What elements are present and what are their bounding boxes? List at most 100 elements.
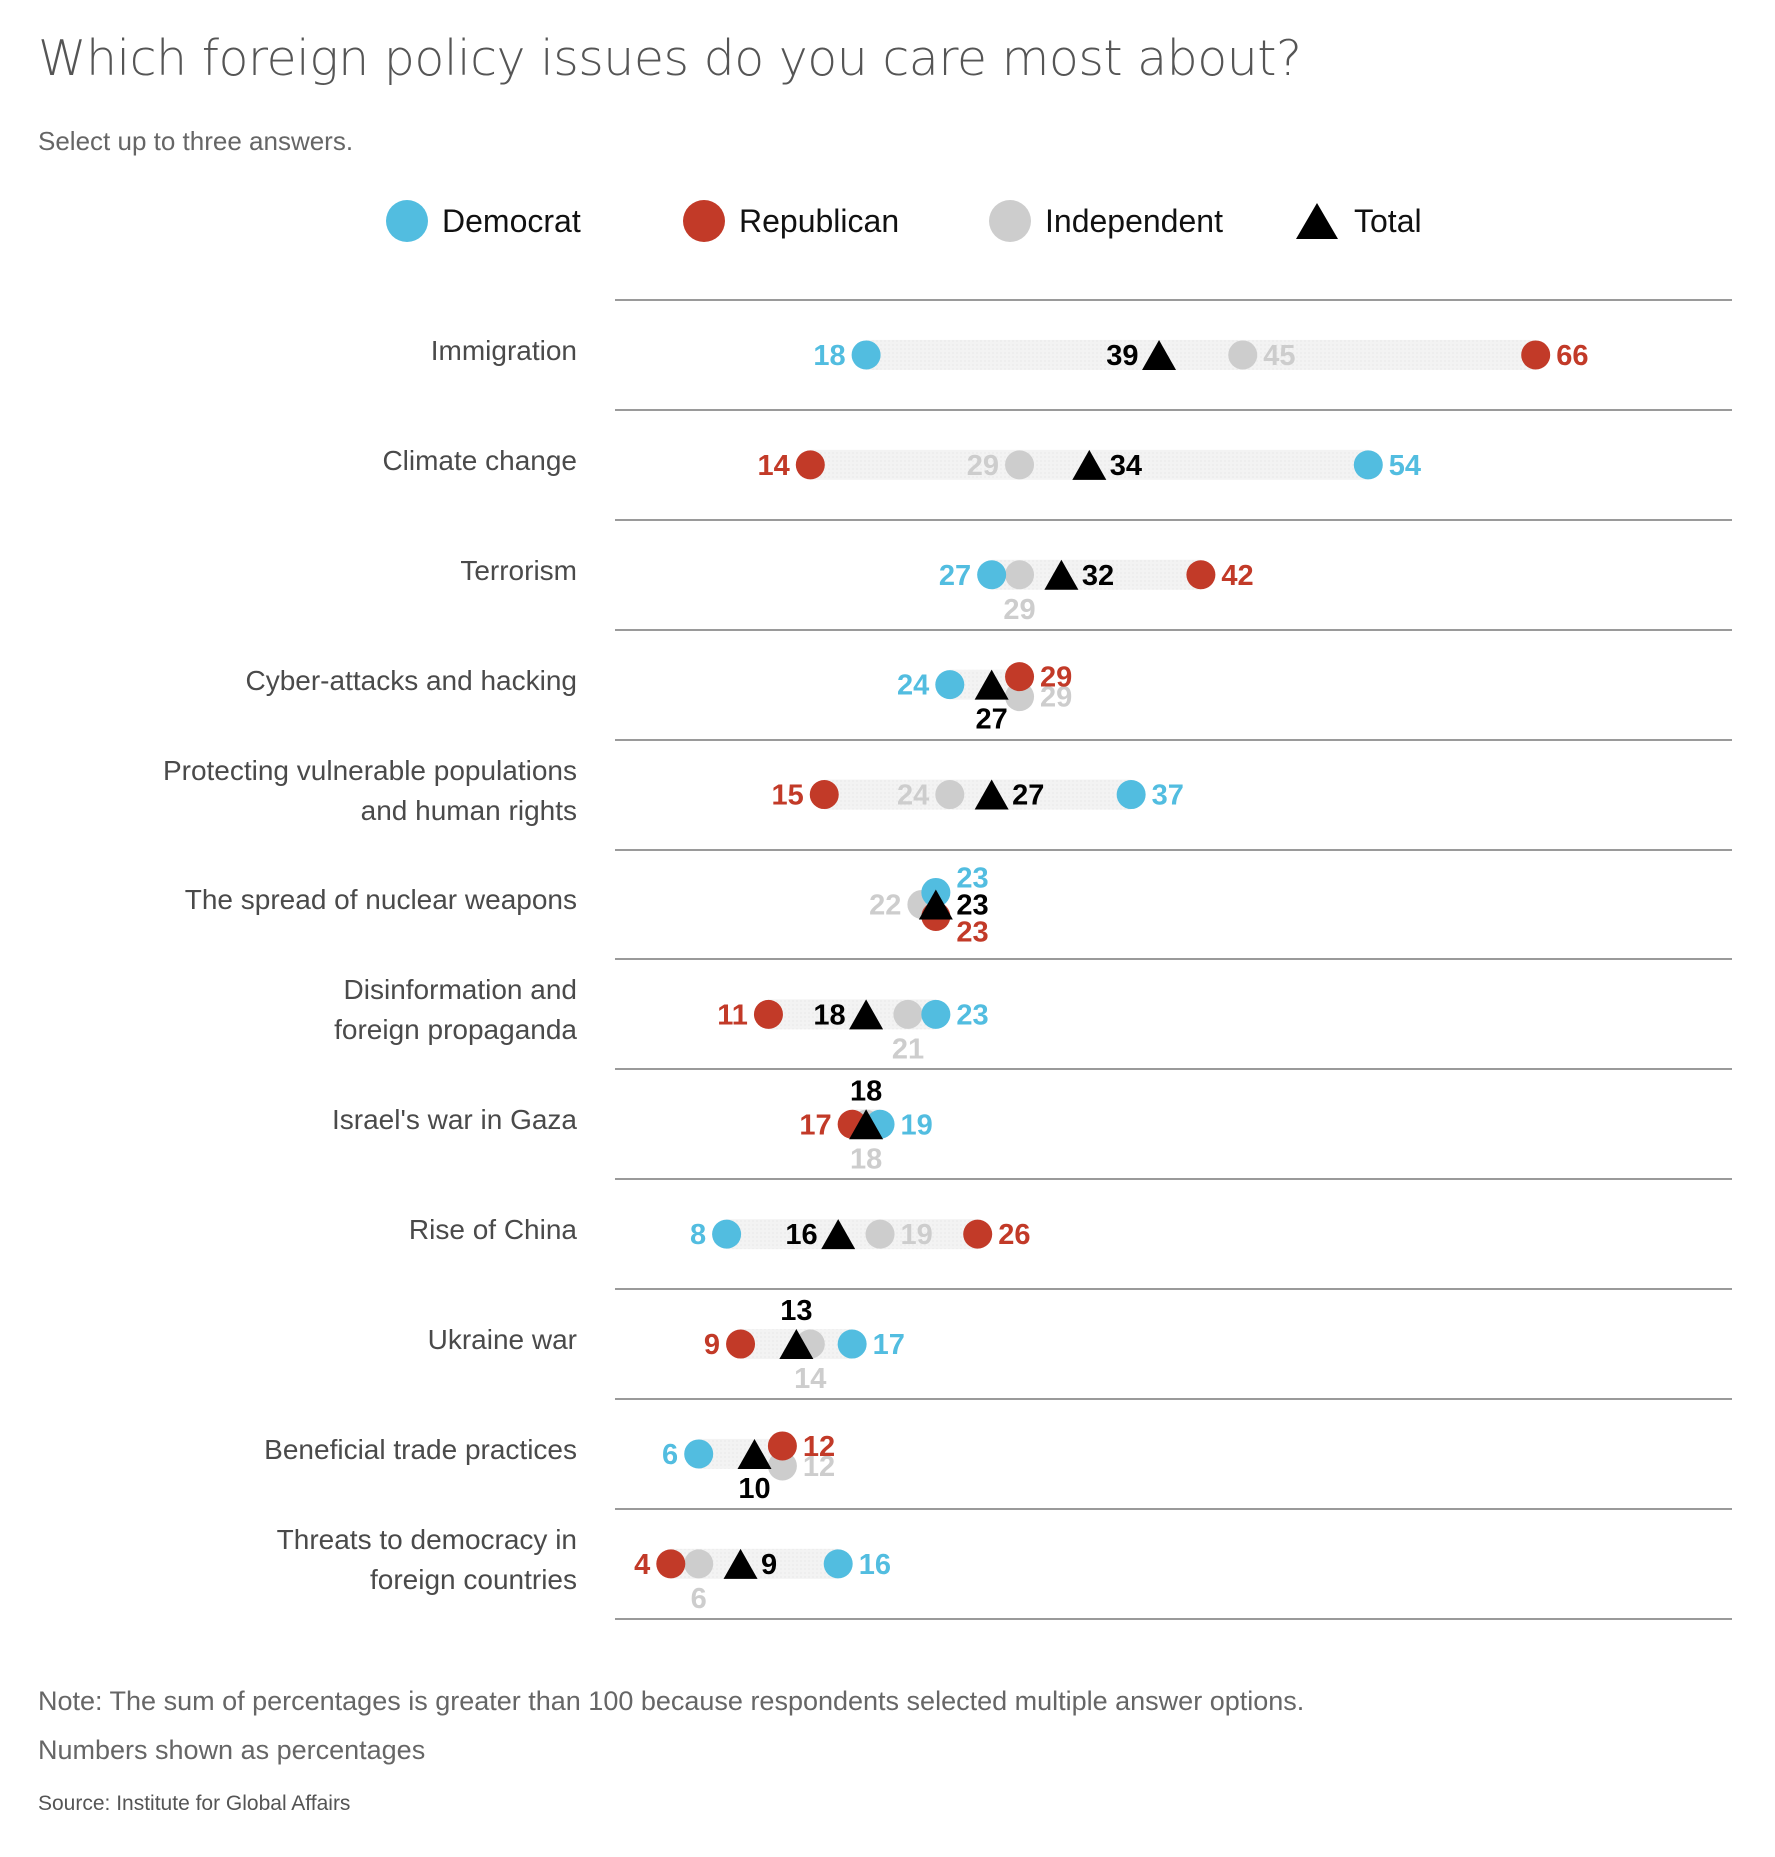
row-divider xyxy=(615,1507,1732,1510)
issue-row: 19 26 8 16 xyxy=(690,1219,1030,1251)
issue-row: 29 14 54 34 xyxy=(758,449,1421,482)
independent-marker xyxy=(935,780,965,810)
democrat-value-label: 24 xyxy=(897,670,929,702)
democrat-value-label: 19 xyxy=(901,1109,933,1141)
republican-marker xyxy=(1521,340,1551,370)
independent-marker xyxy=(684,1549,714,1579)
democrat-value-label: 8 xyxy=(690,1219,706,1251)
row-label: Protecting vulnerable populations and hu… xyxy=(162,754,577,826)
total-value-label: 18 xyxy=(813,999,845,1031)
total-value-label: 27 xyxy=(976,704,1008,736)
total-value-label: 16 xyxy=(785,1219,817,1251)
republican-value-label: 17 xyxy=(799,1109,831,1141)
democrat-circle-icon xyxy=(386,200,428,242)
republican-value-label: 23 xyxy=(956,916,988,948)
independent-value-label: 22 xyxy=(869,889,901,921)
row-label: Climate change xyxy=(382,444,577,476)
row-label: Israel's war in Gaza xyxy=(332,1104,577,1136)
row-label: Threats to democracy in foreign countrie… xyxy=(276,1523,577,1595)
democrat-value-label: 18 xyxy=(813,340,845,372)
independent-marker xyxy=(865,1219,895,1249)
democrat-marker xyxy=(837,1329,867,1359)
row-label: Terrorism xyxy=(460,554,577,586)
republican-marker xyxy=(1186,560,1216,590)
republican-marker xyxy=(767,1431,797,1461)
row-divider xyxy=(615,299,1732,301)
total-marker xyxy=(723,1548,758,1579)
row-label: Cyber-attacks and hacking xyxy=(245,664,577,696)
total-value-label: 34 xyxy=(1110,450,1142,482)
democrat-marker xyxy=(1353,450,1383,480)
total-marker xyxy=(1142,339,1177,370)
issue-row: 18 17 19 18 xyxy=(799,1075,932,1175)
independent-value-label: 45 xyxy=(1263,340,1295,372)
republican-value-label: 15 xyxy=(771,780,803,812)
republican-value-label: 11 xyxy=(717,999,748,1031)
independent-value-label: 29 xyxy=(1040,682,1072,714)
republican-marker xyxy=(656,1549,686,1579)
total-value-label: 10 xyxy=(738,1473,770,1505)
republican-value-label: 12 xyxy=(803,1431,835,1463)
democrat-marker xyxy=(935,670,965,700)
democrat-marker xyxy=(684,1439,714,1469)
independent-circle-icon xyxy=(989,200,1031,242)
total-marker xyxy=(1072,449,1107,480)
row-label: Beneficial trade practices xyxy=(264,1433,577,1465)
row-label: Immigration xyxy=(430,334,577,366)
total-value-label: 13 xyxy=(780,1295,812,1327)
legend-label: Republican xyxy=(739,202,900,239)
total-triangle-icon xyxy=(1296,203,1338,239)
issue-row: 24 15 37 27 xyxy=(771,779,1184,812)
independent-marker xyxy=(893,999,923,1029)
democrat-marker xyxy=(921,999,951,1029)
republican-value-label: 66 xyxy=(1556,340,1588,372)
democrat-value-label: 6 xyxy=(662,1439,678,1471)
independent-marker xyxy=(1005,450,1035,480)
total-value-label: 32 xyxy=(1082,560,1114,592)
republican-marker xyxy=(809,780,839,810)
independent-value-label: 24 xyxy=(897,780,929,812)
democrat-value-label: 23 xyxy=(956,999,988,1031)
independent-value-label: 14 xyxy=(794,1363,826,1395)
republican-marker xyxy=(753,999,783,1029)
democrat-marker xyxy=(851,340,881,370)
row-label: The spread of nuclear weapons xyxy=(184,884,577,916)
democrat-marker xyxy=(823,1549,853,1579)
row-label: Rise of China xyxy=(408,1214,577,1246)
total-value-label: 23 xyxy=(956,889,988,921)
row-divider xyxy=(615,1398,1732,1400)
row-divider xyxy=(615,738,1732,741)
issue-row: 45 66 18 39 xyxy=(813,339,1588,372)
issue-row: 6 4 16 9 xyxy=(634,1548,891,1615)
independent-value-label: 21 xyxy=(892,1033,924,1065)
total-marker xyxy=(974,669,1009,700)
total-marker xyxy=(849,1109,884,1140)
legend-label: Democrat xyxy=(442,202,581,239)
legend-item-total: Total xyxy=(1296,198,1422,244)
row-divider xyxy=(615,628,1732,631)
independent-marker xyxy=(767,1451,797,1481)
republican-marker xyxy=(963,1219,993,1249)
legend-label: Independent xyxy=(1045,202,1223,239)
independent-marker xyxy=(1005,682,1035,712)
independent-marker xyxy=(1005,560,1035,590)
row-divider xyxy=(615,1178,1732,1181)
total-marker xyxy=(1044,559,1079,590)
republican-marker xyxy=(1005,662,1035,692)
legend: Democrat Republican Independent Total xyxy=(0,198,1775,244)
legend-label: Total xyxy=(1354,202,1422,239)
democrat-value-label: 17 xyxy=(873,1329,905,1361)
legend-item-democrat: Democrat xyxy=(386,198,581,244)
democrat-value-label: 54 xyxy=(1389,450,1421,482)
issue-row: 21 11 23 18 xyxy=(717,999,989,1065)
units-note: Numbers shown as percentages xyxy=(38,1735,426,1765)
independent-value-label: 29 xyxy=(1003,594,1035,626)
republican-value-label: 14 xyxy=(758,450,790,482)
legend-item-independent: Independent xyxy=(989,198,1223,244)
range-bar xyxy=(866,339,1536,370)
democrat-marker xyxy=(1116,780,1146,810)
